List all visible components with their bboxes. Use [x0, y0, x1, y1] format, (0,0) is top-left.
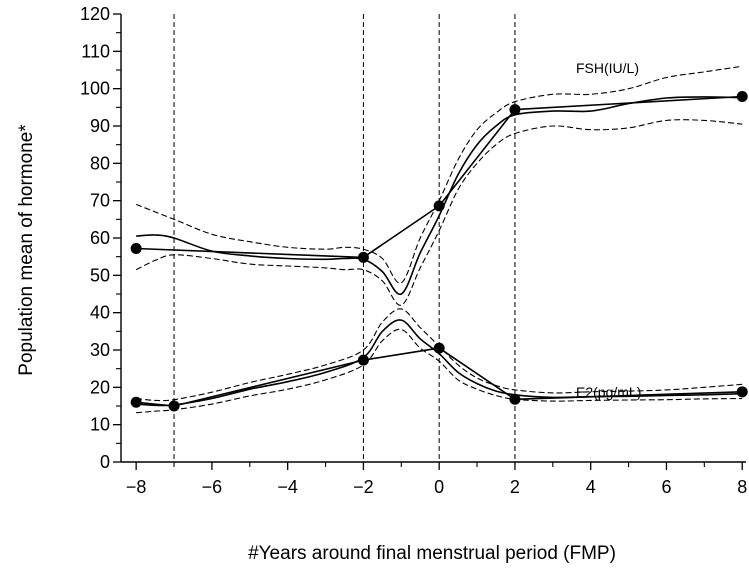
y-tick-label: 60 — [90, 228, 110, 248]
y-tick-label: 0 — [100, 452, 110, 472]
y-tick-label: 40 — [90, 303, 110, 323]
y-tick-label: 50 — [90, 265, 110, 285]
y-tick-label: 10 — [90, 415, 110, 435]
series-label-fsh: FSH(IU/L) — [576, 60, 639, 76]
fsh-data-point — [433, 200, 445, 212]
y-axis-title: Population mean of hormone* — [16, 124, 37, 376]
fsh-data-point — [357, 251, 369, 263]
y-tick-label: 20 — [90, 377, 110, 397]
fsh-data-point — [130, 242, 142, 254]
e2-data-point — [736, 386, 748, 398]
x-tick-label: −8 — [126, 477, 147, 497]
y-tick-label: 30 — [90, 340, 110, 360]
marker-layer — [130, 91, 748, 412]
e2-data-point — [433, 342, 445, 354]
fsh-smooth-line — [136, 96, 743, 295]
e2-data-point — [509, 393, 521, 405]
y-tick-label: 100 — [80, 79, 110, 99]
e2-data-point — [130, 396, 142, 408]
fsh-data-point — [736, 91, 748, 103]
e2-smooth-line — [136, 319, 743, 407]
e2-data-point — [168, 400, 180, 412]
fsh-lower-ci-line — [135, 119, 743, 306]
x-tick-label: 4 — [586, 477, 596, 497]
x-tick-label: −2 — [353, 477, 374, 497]
e2-lower-ci-line — [136, 328, 743, 414]
y-tick-label: 110 — [81, 41, 110, 61]
x-tick-label: 2 — [510, 477, 520, 497]
x-tick-label: −6 — [202, 477, 223, 497]
y-tick-label: 80 — [90, 153, 110, 173]
y-tick-label: 90 — [90, 116, 110, 136]
x-axis-title: #Years around final menstrual period (FM… — [248, 543, 616, 564]
fsh-upper-ci-line — [135, 65, 743, 284]
y-tick-label: 120 — [80, 4, 110, 24]
series-label-e2: E2(pg/mL) — [576, 384, 641, 400]
x-tick-label: −4 — [277, 477, 298, 497]
fsh-data-point — [509, 104, 521, 116]
axes-layer: 0 10 20 30 40 50 60 70 80 90 100 110 120 −8 −6 −4 −2 0 2 4 6… — [80, 4, 747, 497]
x-tick-label: 8 — [737, 477, 747, 497]
y-tick-label: 70 — [90, 191, 110, 211]
x-tick-label: 0 — [434, 477, 444, 497]
x-tick-label: 6 — [661, 477, 671, 497]
e2-data-point — [357, 354, 369, 366]
